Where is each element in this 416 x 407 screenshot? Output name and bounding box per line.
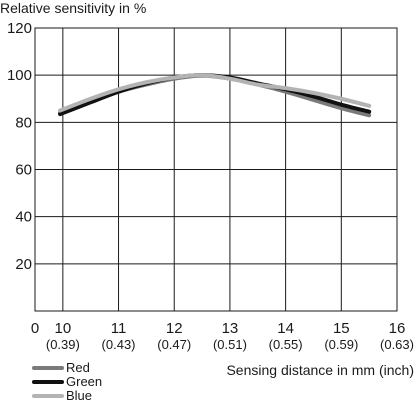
x-axis-title: Sensing distance in mm (inch) [226, 362, 414, 378]
y-tick-labels: 20 40 60 80 100 120 [7, 20, 32, 273]
x-tick-sublabel-5: (0.55) [269, 337, 303, 352]
legend-label-red: Red [66, 360, 90, 375]
x-tick-label-2: 11 [111, 320, 127, 337]
x-tick-label-1: 10 [55, 320, 72, 337]
x-tick-sublabel-6: (0.59) [324, 337, 358, 352]
y-tick-label-4: 100 [7, 67, 32, 84]
y-tick-label-5: 120 [7, 20, 32, 37]
legend-label-blue: Blue [66, 388, 92, 403]
y-tick-label-3: 80 [15, 114, 32, 131]
x-tick-label-7: 16 [389, 320, 406, 337]
x-tick-label-3: 12 [166, 320, 183, 337]
x-tick-labels: 0 10(0.39) 11(0.43) 12(0.47) 13(0.51) 14(0.55… [31, 320, 414, 352]
x-tick-sublabel-4: (0.51) [213, 337, 247, 352]
x-tick-label-5: 14 [277, 320, 294, 337]
chart-grid [34, 27, 398, 312]
x-tick-label-4: 13 [222, 320, 239, 337]
x-tick-sublabel-2: (0.43) [102, 337, 136, 352]
data-series [58, 73, 372, 118]
y-tick-label-1: 40 [15, 209, 32, 226]
y-axis-title: Relative sensitivity in % [0, 0, 146, 16]
x-tick-sublabel-7: (0.63) [380, 337, 414, 352]
legend-label-green: Green [66, 374, 102, 389]
series-line-blue [58, 73, 372, 113]
x-tick-sublabel-3: (0.47) [157, 337, 191, 352]
x-tick-sublabel-1: (0.39) [46, 337, 80, 352]
y-tick-label-0: 20 [15, 256, 32, 273]
y-tick-label-2: 60 [15, 162, 32, 179]
x-tick-label-6: 15 [333, 320, 350, 337]
x-tick-label-0: 0 [31, 320, 39, 337]
